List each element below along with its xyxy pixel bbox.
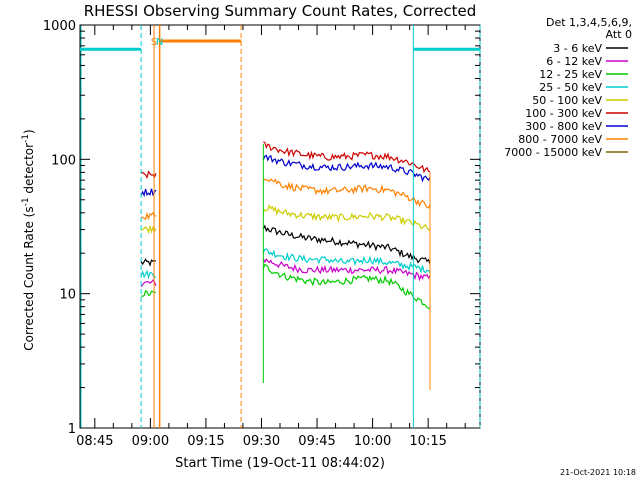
x-tick-label: 09:00	[132, 434, 169, 449]
y-axis-label-sup2: -1	[21, 134, 31, 143]
flag-label: S	[151, 37, 157, 48]
legend-entry-label: 12 - 25 keV	[539, 68, 602, 81]
series-line	[262, 248, 431, 274]
series-line	[141, 211, 157, 221]
x-tick-label: 09:45	[298, 434, 335, 449]
series-line	[262, 257, 431, 282]
y-axis: 1 10 100 1000	[43, 19, 480, 437]
legend-entry-label: 800 - 7000 keV	[518, 133, 602, 146]
series-line	[262, 203, 431, 231]
flag-label: N	[156, 37, 163, 48]
series-line	[140, 269, 157, 280]
series-line	[140, 188, 157, 198]
x-tick-label: 10:00	[354, 434, 391, 449]
legend-entry-label: 50 - 100 keV	[532, 94, 602, 107]
series-line	[263, 178, 431, 209]
y-axis-label-main: Corrected Count Rate (s	[22, 206, 36, 350]
legend-entry-label: 3 - 6 keV	[553, 42, 602, 55]
series-line	[262, 154, 431, 183]
chart-title: RHESSI Observing Summary Count Rates, Co…	[84, 2, 477, 20]
y-axis-label-mid: detector	[22, 143, 36, 198]
x-tick-label: 09:15	[187, 434, 224, 449]
x-tick-label: 09:30	[243, 434, 280, 449]
y-axis-label-end: )	[22, 129, 36, 134]
x-tick-label: 08:45	[76, 434, 113, 449]
y-axis-label: Corrected Count Rate (s-1 detector-1)	[21, 129, 36, 350]
y-tick-label: 100	[51, 153, 76, 168]
y-tick-label: 1	[68, 422, 76, 437]
plot-content: SN	[80, 25, 481, 428]
x-axis: 08:45 09:00 09:15 09:30 09:45 10:00 10:15	[76, 25, 466, 449]
legend-entry-label: 7000 - 15000 keV	[504, 146, 602, 159]
series-line	[262, 263, 431, 310]
series-line	[140, 279, 157, 287]
legend-entry-label: 100 - 300 keV	[525, 107, 602, 120]
y-axis-label-sup1: -1	[21, 197, 31, 206]
y-tick-label: 10	[59, 288, 76, 303]
y-tick-label: 1000	[43, 19, 76, 34]
legend-header-2: Att 0	[606, 28, 632, 41]
legend-entry-label: 300 - 800 keV	[525, 120, 602, 133]
legend-entry-label: 6 - 12 keV	[546, 55, 602, 68]
x-axis-label: Start Time (19-Oct-11 08:44:02)	[175, 456, 385, 471]
x-tick-label: 10:15	[409, 434, 446, 449]
series-line	[140, 290, 156, 298]
series-line	[140, 225, 157, 235]
series-line	[263, 141, 431, 174]
legend-entry-label: 25 - 50 keV	[539, 81, 602, 94]
legend-header-1: Det 1,3,4,5,6,9,	[546, 16, 632, 29]
series-line	[140, 258, 157, 267]
series-line	[262, 224, 431, 265]
footer-date: 21-Oct-2021 10:18	[560, 468, 636, 477]
series-line	[141, 170, 157, 179]
